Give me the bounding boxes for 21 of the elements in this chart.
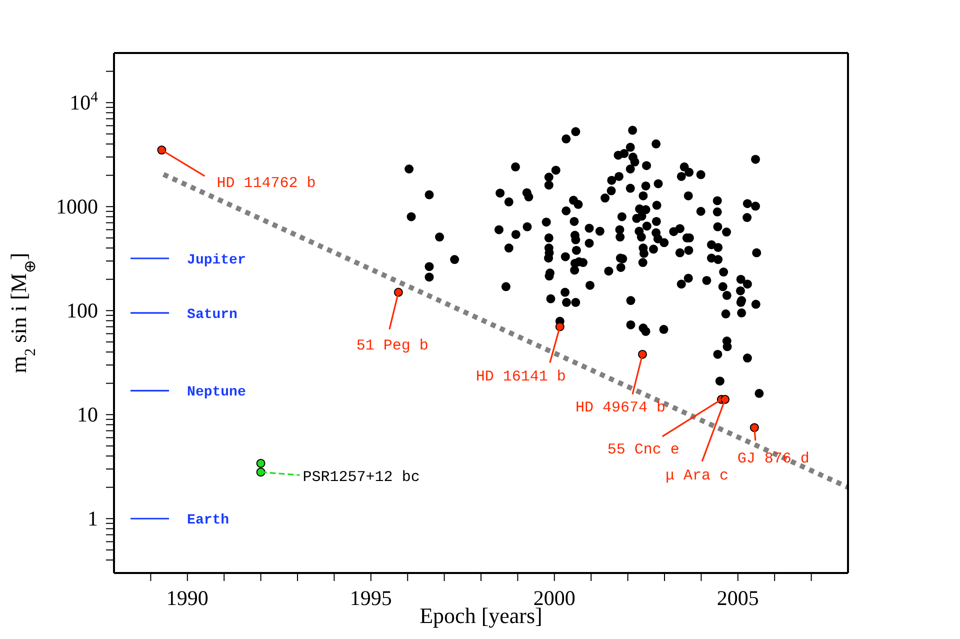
series-label: Earth — [187, 512, 230, 529]
series-label: Saturn — [187, 306, 238, 323]
y-tick-label: 10$^{4}$ — [70, 90, 99, 115]
y-tick-label: 10 — [77, 402, 98, 427]
x-tick-label: 1995 — [350, 586, 392, 610]
annotation: HD 16141 b — [476, 368, 566, 386]
y-tick-label: 1 — [88, 506, 98, 531]
annotation: GJ 876 d — [737, 450, 810, 468]
x-tick-label: 1990 — [166, 586, 208, 610]
point — [256, 458, 266, 468]
series-label: Jupiter — [187, 252, 246, 268]
y-tick-label: 100 — [66, 298, 98, 323]
annotation: PSR1257+12 bc — [302, 469, 420, 486]
annotation: μ Ara c — [666, 467, 729, 484]
y-tick-label: 1000 — [56, 194, 98, 219]
series-label: Neptune — [187, 384, 246, 401]
annotation: HD 114762 b — [216, 175, 316, 192]
x-tick-label: 2005 — [716, 586, 759, 610]
annotation: HD 49674 b — [575, 399, 666, 416]
annotation: 55 Cnc e — [607, 441, 680, 458]
annotation: 51 Peg b — [356, 337, 428, 354]
